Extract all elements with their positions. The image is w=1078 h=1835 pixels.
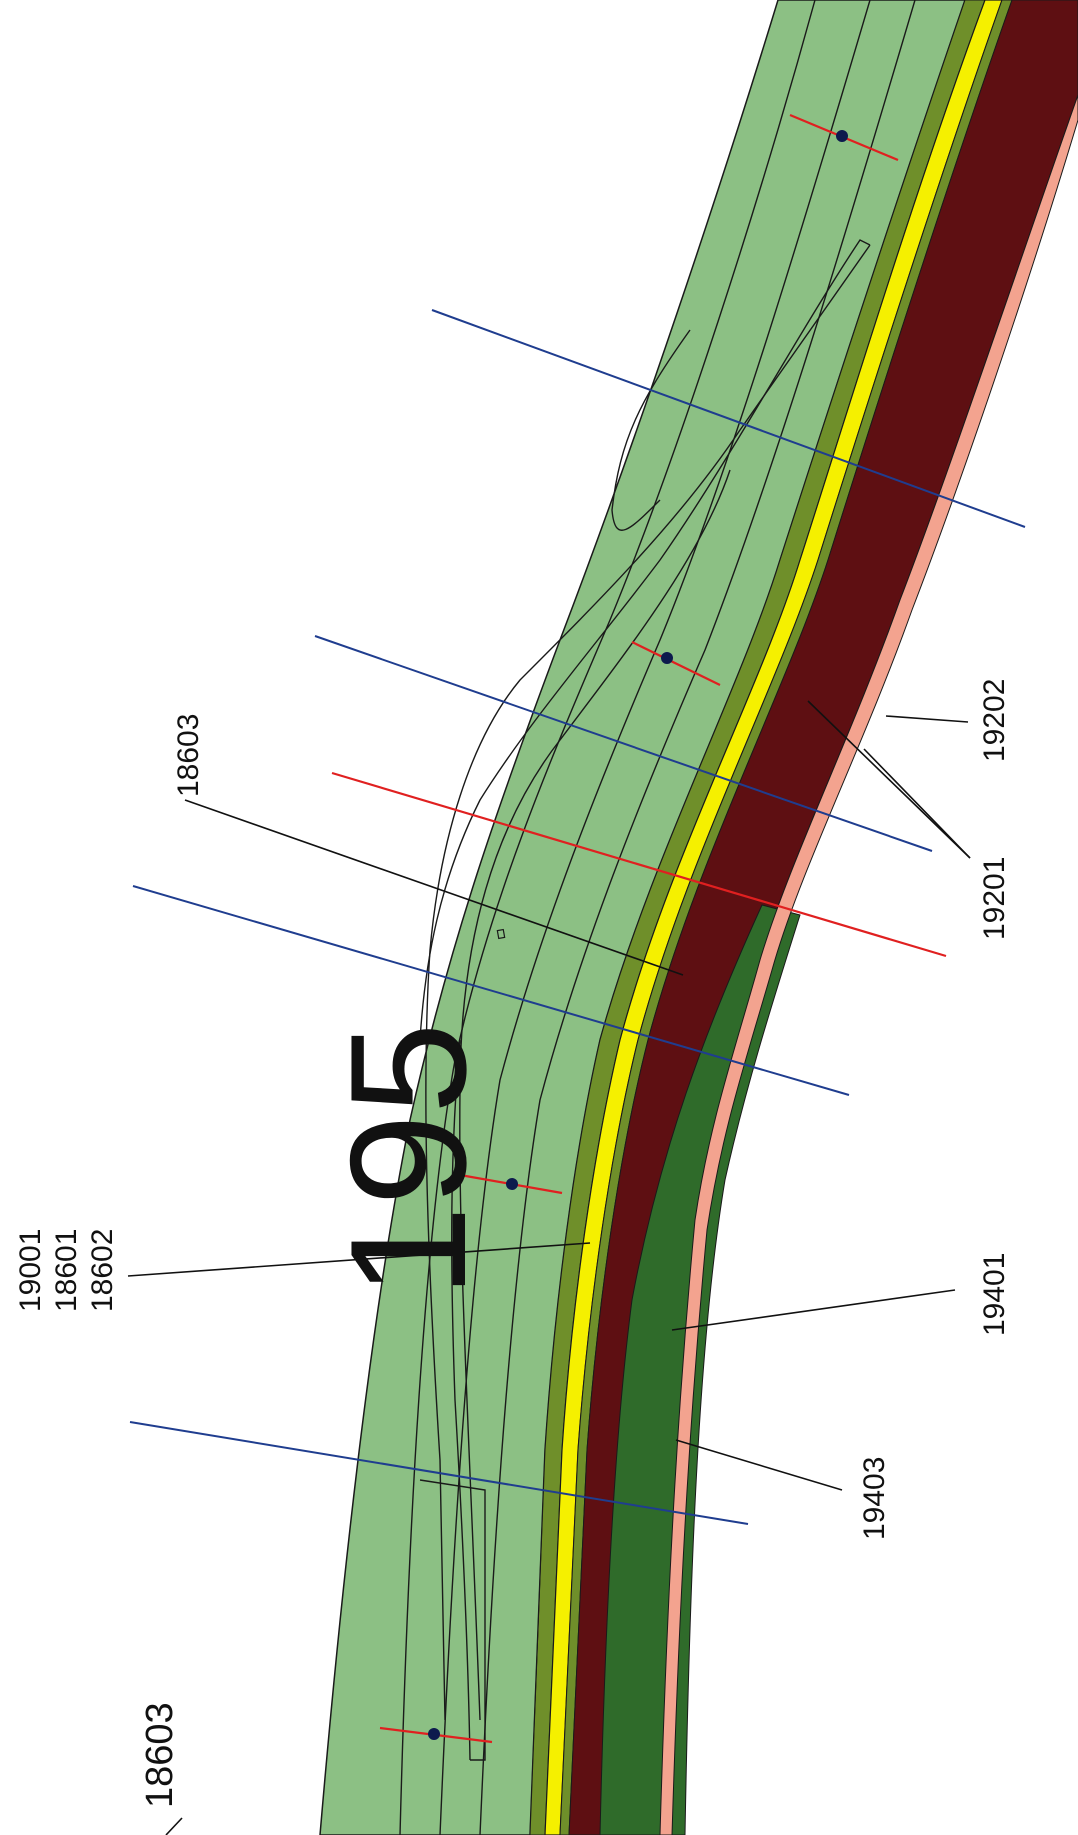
- blue-section-line-4: [129, 1421, 749, 1525]
- blue-section-line-3: [132, 885, 850, 1096]
- leader-19001-group: [127, 1242, 591, 1277]
- label-19401: 19401: [978, 1253, 1011, 1336]
- corridor-salmon-edge: [659, 94, 1078, 1835]
- label-18603-top: 18603: [172, 714, 205, 797]
- label-18602: 18602: [86, 1229, 119, 1312]
- corridor-dark-green-band: [599, 904, 801, 1835]
- red-tick-2: [631, 641, 721, 686]
- label-19403: 19403: [858, 1457, 891, 1540]
- leader-lines: [127, 700, 971, 1835]
- label-19201: 19201: [978, 857, 1011, 940]
- section-number: 195: [316, 1022, 500, 1297]
- leader-19401: [671, 1289, 956, 1331]
- blue-section-line-2: [314, 635, 933, 852]
- leader-19202: [885, 715, 969, 723]
- leader-18603-bottom: [165, 1817, 183, 1835]
- leader-19403: [675, 1439, 843, 1491]
- label-19001: 19001: [14, 1229, 47, 1312]
- survey-point-3: [506, 1178, 518, 1190]
- small-marker-box: [496, 928, 506, 940]
- corridor-track-lines: [399, 0, 916, 1835]
- survey-points: [428, 130, 848, 1740]
- survey-point-4: [428, 1728, 440, 1740]
- label-19202: 19202: [978, 679, 1011, 762]
- label-18601: 18601: [50, 1229, 83, 1312]
- leader-18603-top: [184, 799, 684, 976]
- label-18603-bottom: 18603: [139, 1702, 181, 1808]
- blue-section-line-1: [431, 309, 1026, 528]
- survey-point-1: [836, 130, 848, 142]
- leader-19201-b: [863, 748, 971, 859]
- leader-19201-a: [807, 700, 971, 859]
- blue-section-lines: [129, 309, 1026, 1525]
- red-section-line-main: [331, 771, 947, 958]
- survey-point-2: [661, 652, 673, 664]
